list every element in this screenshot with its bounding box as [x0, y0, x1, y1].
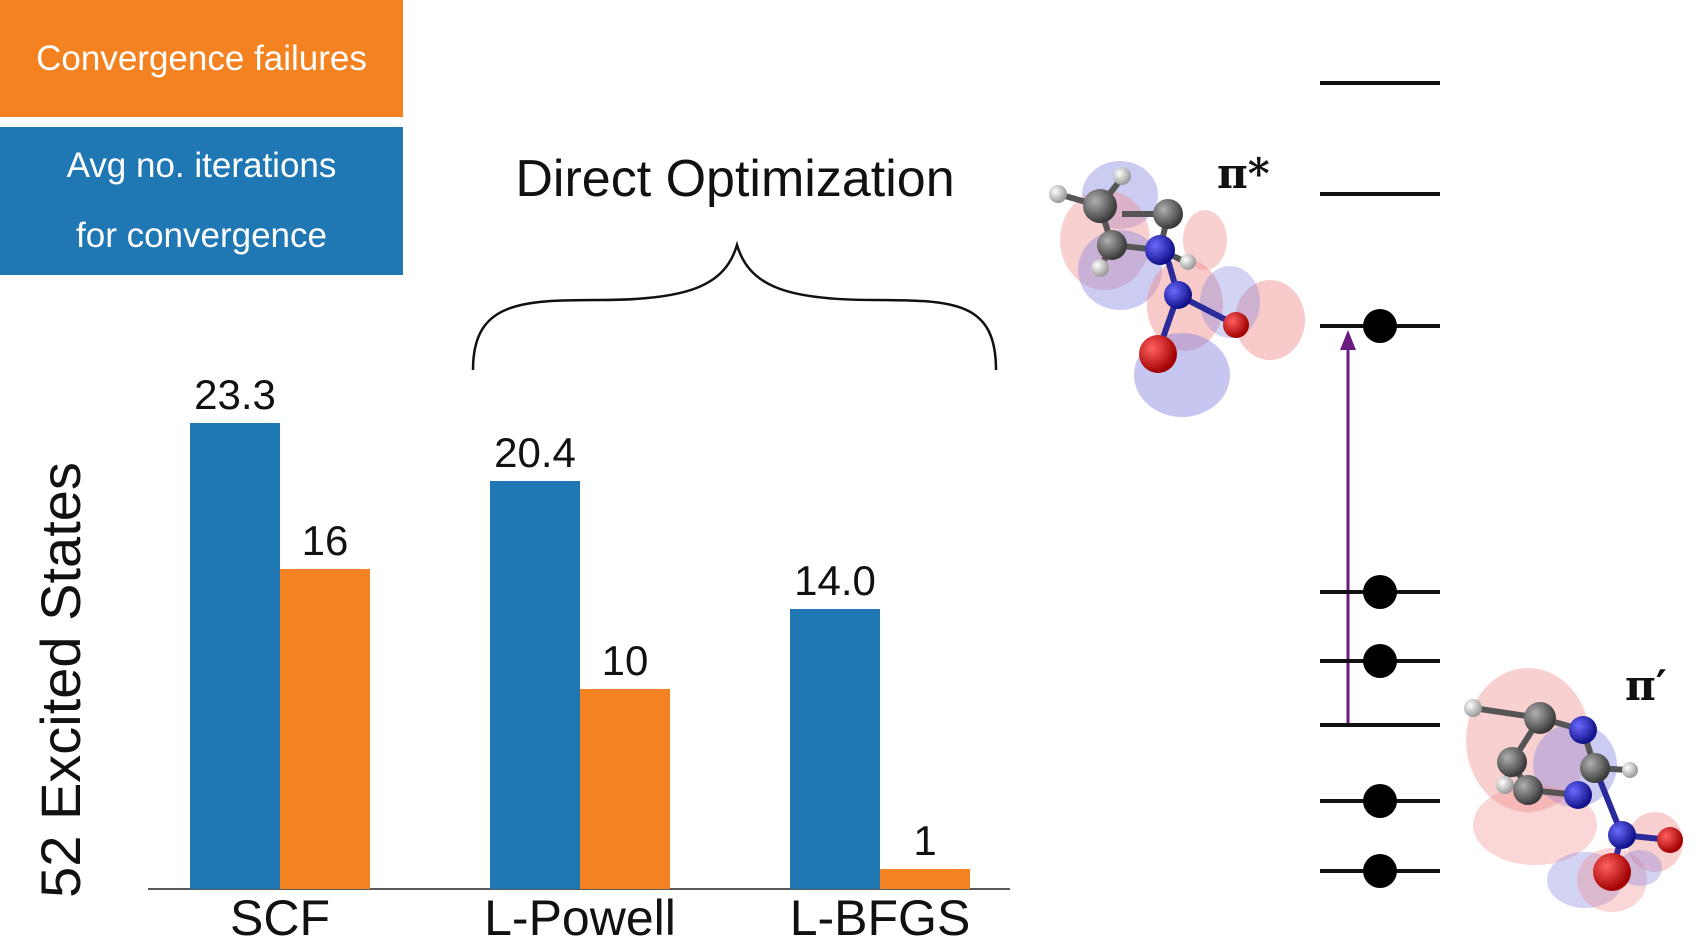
excitation-arrow-head	[1340, 330, 1356, 350]
x-tick-label-scf: SCF	[230, 890, 330, 945]
legend-label-iterations-line1: Avg no. iterations	[66, 146, 337, 185]
data-label-l-bfgs-iterations: 14.0	[794, 557, 876, 604]
x-tick-label-l-powell: L-Powell	[484, 890, 676, 945]
orbital-energy-diagram: π* π′	[1049, 81, 1683, 912]
bar-scf-iterations	[190, 423, 280, 889]
electron-dot-8	[1363, 854, 1397, 888]
data-label-l-powell-iterations: 20.4	[494, 429, 576, 476]
y-axis-label: 52 Excited States	[29, 462, 92, 898]
direct-optimization-label: Direct Optimization	[515, 150, 954, 208]
bar-l-powell-iterations	[490, 481, 580, 889]
legend-convergence-failures: Convergence failures	[0, 0, 403, 117]
bar-group: 23.3 16 SCF 20.4 10 L-Powell 14.0 1 L-BFGS	[190, 371, 970, 945]
bar-scf-failures	[280, 569, 370, 889]
bar-l-bfgs-iterations	[790, 609, 880, 889]
legend-label-failures: Convergence failures	[36, 38, 367, 78]
bar-l-powell-failures	[580, 689, 670, 889]
x-tick-label-l-bfgs: L-BFGS	[790, 890, 971, 945]
pi-star-orbital-image	[1049, 161, 1305, 417]
data-label-l-bfgs-failures: 1	[913, 817, 936, 864]
pi-prime-label: π′	[1625, 661, 1667, 710]
data-label-l-powell-failures: 10	[602, 637, 649, 684]
pi-star-label: π*	[1217, 149, 1270, 198]
data-label-scf-iterations: 23.3	[194, 371, 276, 418]
electron-dot-4	[1363, 575, 1397, 609]
bar-l-bfgs-failures	[880, 869, 970, 889]
electron-dot-3	[1363, 309, 1397, 343]
direct-optimization-brace	[471, 240, 998, 371]
energy-levels	[1320, 81, 1440, 888]
pi-prime-orbital-image	[1464, 668, 1683, 912]
legend-label-iterations-line2: for convergence	[76, 216, 327, 255]
electron-dot-7	[1363, 784, 1397, 818]
data-label-scf-failures: 16	[302, 517, 349, 564]
legend-avg-iterations: Avg no. iterations for convergence	[0, 127, 403, 275]
bar-chart: 52 Excited States 23.3 16 SCF 20.4 10 L-Powel…	[29, 150, 1010, 945]
electron-dot-5	[1363, 644, 1397, 678]
